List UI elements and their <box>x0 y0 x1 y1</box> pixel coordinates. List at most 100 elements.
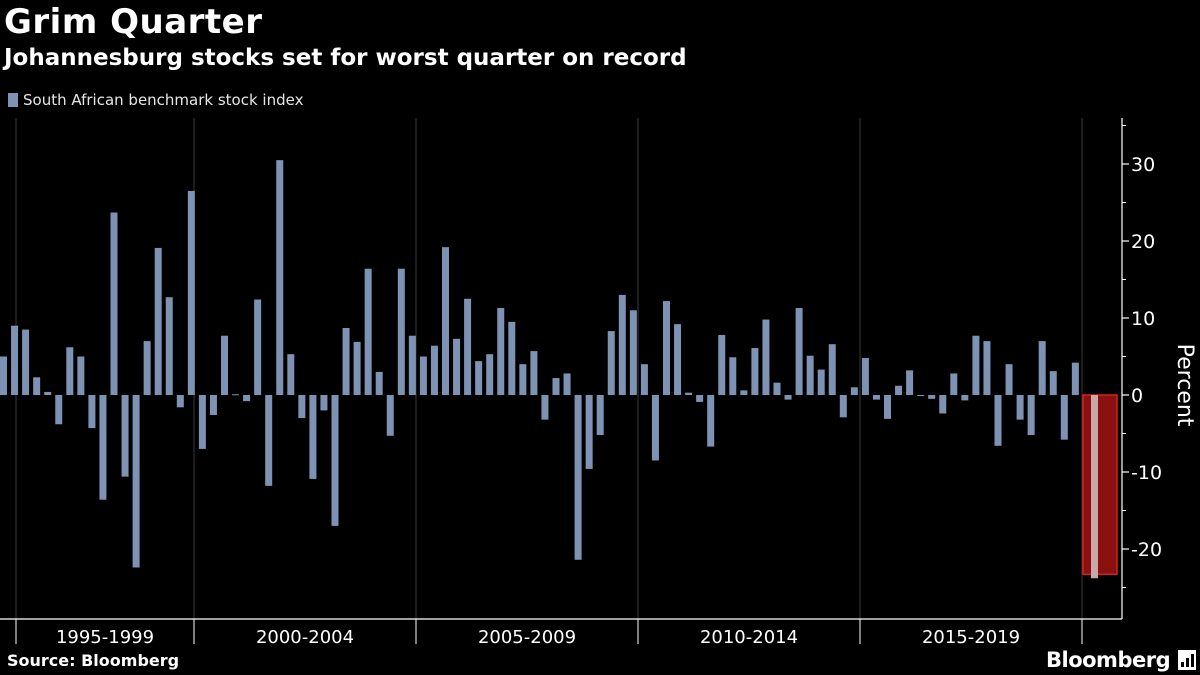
bar <box>243 395 251 402</box>
bar <box>1016 395 1024 420</box>
bar <box>729 357 737 395</box>
bar <box>784 395 792 400</box>
bar <box>1060 395 1068 440</box>
y-axis-label: Percent <box>1172 344 1197 427</box>
bar <box>640 364 648 395</box>
bars <box>0 160 1118 579</box>
bar <box>154 247 162 395</box>
bar <box>850 387 858 395</box>
bar <box>696 395 704 402</box>
chart-title: Grim Quarter <box>4 2 263 42</box>
bar <box>795 307 803 395</box>
bar <box>861 358 869 395</box>
bar <box>453 338 461 395</box>
axes: 30 20 10 0 -10 -20 Percent 1995-1999 2000-2004 20… <box>0 118 1197 648</box>
bar <box>66 347 74 395</box>
bar <box>906 370 914 395</box>
bar <box>1038 341 1046 395</box>
bar <box>674 324 682 395</box>
bar <box>806 355 814 395</box>
bar <box>839 395 847 418</box>
x-group-label: 1995-1999 <box>56 627 154 648</box>
bar <box>574 395 582 560</box>
bar <box>1071 362 1079 395</box>
bar <box>88 395 96 429</box>
bar <box>33 377 41 395</box>
bar <box>331 395 339 526</box>
grid-lines <box>15 118 1083 619</box>
bar <box>397 268 405 395</box>
bar <box>198 395 206 449</box>
y-tick-label: 0 <box>1131 385 1143 407</box>
bar <box>751 348 759 395</box>
bar <box>972 335 980 395</box>
bar <box>187 190 195 395</box>
bar <box>1005 364 1013 395</box>
bar <box>618 294 626 395</box>
bar <box>55 395 63 425</box>
bar <box>353 341 361 395</box>
y-tick-label: 10 <box>1131 308 1155 330</box>
bar <box>961 395 969 401</box>
bar <box>11 325 19 395</box>
bar <box>983 341 991 395</box>
bar <box>486 354 494 395</box>
bar <box>828 344 836 395</box>
x-group-label: 2005-2009 <box>478 627 576 648</box>
bar <box>287 354 295 395</box>
bar <box>563 373 571 395</box>
bar <box>740 390 748 395</box>
x-group-label: 2000-2004 <box>256 627 354 648</box>
x-group-label: 2010-2014 <box>700 627 798 648</box>
bar <box>99 395 107 500</box>
bar <box>663 301 670 395</box>
bloomberg-mark-icon <box>1178 650 1196 670</box>
bar <box>994 395 1002 446</box>
legend-swatch <box>8 93 18 107</box>
bar <box>320 395 328 411</box>
legend-label: South African benchmark stock index <box>23 91 304 109</box>
bar <box>419 356 427 395</box>
bar <box>950 373 958 395</box>
bar <box>232 394 240 396</box>
bar <box>132 395 140 568</box>
bar <box>629 310 637 395</box>
bar <box>475 361 483 395</box>
bar <box>408 335 416 395</box>
bar <box>817 369 825 395</box>
bar <box>1049 371 1057 395</box>
bar <box>254 299 262 395</box>
bar <box>707 395 715 447</box>
bar <box>1091 395 1098 579</box>
bar <box>265 395 273 486</box>
bar <box>44 391 52 395</box>
x-group-label: 2015-2019 <box>922 627 1020 648</box>
bar <box>121 395 129 477</box>
bar <box>342 328 350 395</box>
bar <box>165 297 173 395</box>
y-tick-label: 30 <box>1131 154 1155 176</box>
bar <box>928 395 936 399</box>
bar <box>386 395 394 436</box>
bar <box>718 334 726 395</box>
bar <box>651 395 659 461</box>
bar <box>375 371 383 395</box>
bloomberg-logo: Bloomberg <box>1046 648 1171 672</box>
bar <box>607 331 615 395</box>
bar <box>917 395 925 396</box>
bar <box>110 212 118 395</box>
bar <box>442 247 449 395</box>
highlight-box <box>1082 394 1118 576</box>
bar <box>552 378 560 395</box>
bar <box>939 395 947 414</box>
bar <box>884 395 891 419</box>
bar <box>77 356 85 395</box>
legend: South African benchmark stock index <box>8 91 303 109</box>
bar <box>221 335 228 395</box>
bar <box>143 341 151 395</box>
bar <box>276 160 284 395</box>
bar <box>298 395 306 419</box>
bar <box>209 395 217 416</box>
bar <box>585 395 593 469</box>
